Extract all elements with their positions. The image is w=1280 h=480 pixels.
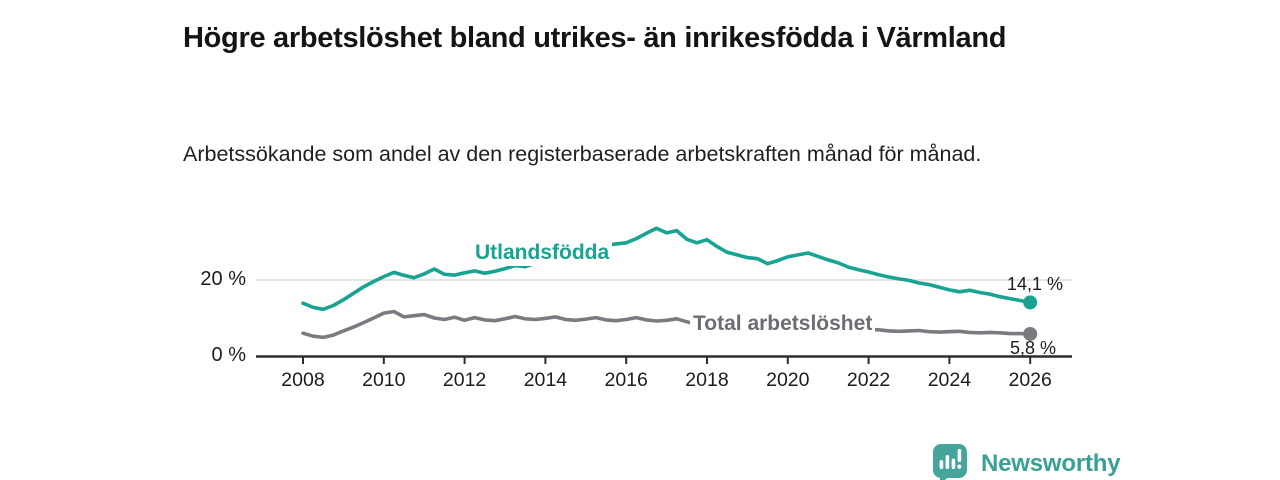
series-line-0 [301, 226, 1032, 312]
x-tick-label-2018: 2018 [685, 368, 729, 391]
x-tick-label-2024: 2024 [927, 368, 972, 391]
x-tick-label-2022: 2022 [846, 368, 891, 391]
x-tick-label-2016: 2016 [604, 368, 648, 391]
newsworthy-bar-chart-bubble-icon [933, 444, 967, 480]
y-tick-label-0: 0 % [211, 344, 246, 366]
x-tick-label-2026: 2026 [1008, 368, 1052, 391]
x-tick-label-2020: 2020 [766, 368, 810, 391]
end-dot-0 [1023, 295, 1038, 310]
end-dot-1 [1023, 326, 1038, 341]
end-value-label-utlandsfodda: 14,1 % [1007, 274, 1064, 294]
series-label-utlandsfodda: Utlandsfödda [472, 240, 613, 266]
chart-subtitle: Arbetssökande som andel av den registerb… [183, 141, 982, 166]
newsworthy-logo-text: Newsworthy [981, 450, 1121, 477]
chart-area: 0 % 20 % 2008 2010 2012 2014 2016 2018 2020 2022… [0, 200, 1280, 410]
chart-title: Högre arbetslöshet bland utrikes- än inr… [183, 22, 1007, 55]
y-tick-label-20: 20 % [200, 268, 246, 290]
x-tick-label-2010: 2010 [362, 368, 406, 391]
newsworthy-logo[interactable]: Newsworthy [931, 442, 1121, 480]
x-tick-label-2008: 2008 [281, 368, 325, 391]
line-chart-svg [256, 226, 1072, 364]
x-tick-label-2012: 2012 [442, 368, 487, 391]
x-tick-label-2014: 2014 [523, 368, 568, 391]
end-value-label-total: 5,8 % [1010, 338, 1057, 358]
series-line-1 [301, 309, 1032, 340]
series-label-total-arbetsloshet: Total arbetslöshet [690, 311, 876, 337]
